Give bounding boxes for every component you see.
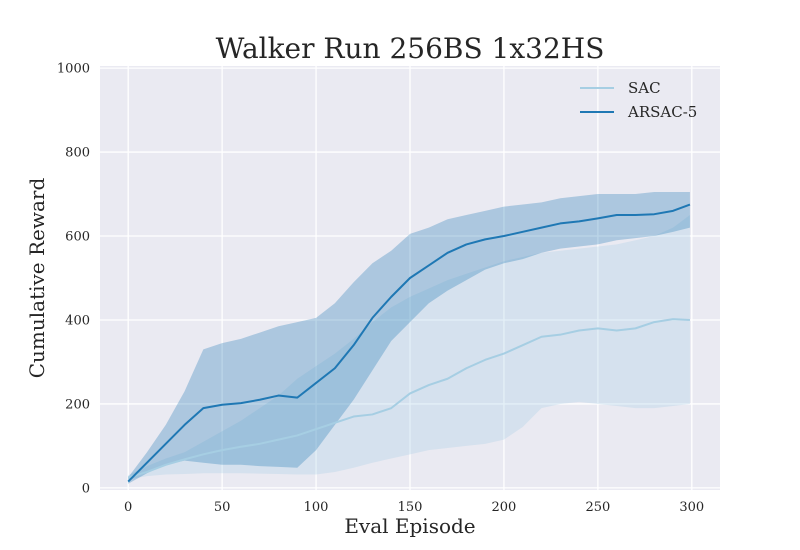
y-tick-label: 1000: [57, 62, 90, 77]
x-tick-label: 150: [398, 500, 423, 515]
sac-confidence-band: [128, 215, 690, 480]
x-axis-label: Eval Episode: [344, 514, 475, 538]
legend-label-arsac-5: ARSAC-5: [627, 103, 697, 121]
y-axis-label: Cumulative Reward: [25, 178, 49, 379]
sac-line: [127, 318, 690, 479]
x-tick-label: 100: [304, 500, 329, 515]
y-tick-label: 200: [65, 397, 90, 412]
arsac-5-confidence-band: [128, 191, 690, 484]
arsac-5-line: [127, 203, 691, 483]
grid-lines: [100, 66, 720, 490]
x-tick-label: 250: [585, 500, 610, 515]
confidence-bands: [128, 191, 690, 484]
y-tick-label: 800: [65, 146, 90, 161]
x-tick-labels: 0 50 100 150 200 250 300: [124, 500, 704, 515]
y-tick-label: 0: [82, 481, 90, 496]
x-tick-label: 300: [679, 500, 704, 515]
series-lines: [127, 203, 691, 483]
y-tick-labels: 0 200 400 600 800 1000: [57, 62, 90, 497]
y-tick-label: 400: [65, 313, 90, 328]
chart-title: Walker Run 256BS 1x32HS: [216, 32, 605, 65]
x-tick-label: 0: [124, 500, 132, 515]
x-tick-label: 200: [492, 500, 517, 515]
legend-label-sac: SAC: [628, 79, 661, 97]
y-tick-label: 600: [65, 230, 90, 245]
legend: SAC ARSAC-5: [580, 79, 697, 121]
x-tick-label: 50: [214, 500, 231, 515]
